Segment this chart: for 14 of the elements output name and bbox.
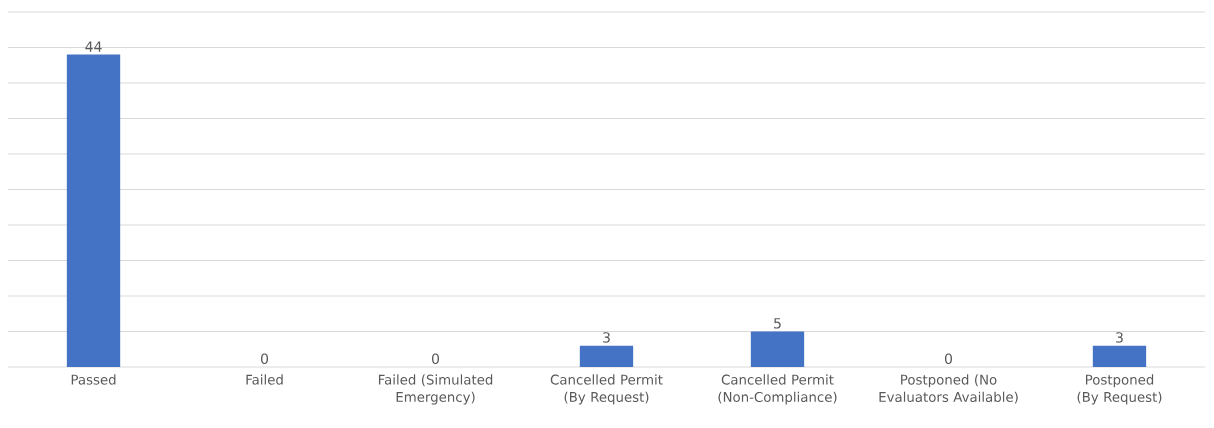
x-tick-label: Failed (Simulated Emergency) [378,374,493,405]
x-tick-label: Passed [71,374,116,385]
x-tick-label: Failed [246,374,283,385]
x-tick-label: Postponed (No Evaluators Available) [879,374,1018,404]
data-label: 44 [85,41,102,52]
data-label: 0 [260,353,269,365]
data-label: 3 [1116,332,1123,343]
x-tick-label: Cancelled Permit (Non-Compliance) [718,374,837,405]
data-label: 0 [431,353,440,365]
data-label: 3 [603,332,610,343]
data-label: 5 [774,318,781,329]
data-label: 0 [944,353,952,365]
x-tick-label: Postponed (By Request) [1077,374,1162,405]
x-tick-label: Cancelled Permit (By Request) [550,374,663,405]
